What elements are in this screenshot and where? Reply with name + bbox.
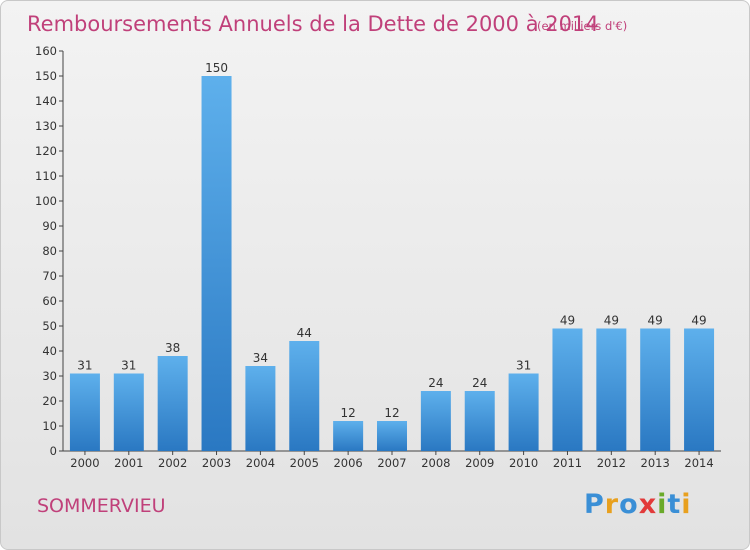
bar-value-label: 49 — [691, 314, 706, 328]
y-tick-label: 150 — [35, 69, 57, 83]
logo-letter: i — [681, 489, 692, 520]
bar-value-label: 150 — [205, 61, 228, 75]
x-tick-label: 2014 — [684, 456, 713, 470]
y-tick-label: 110 — [35, 169, 57, 183]
bar-value-label: 12 — [340, 406, 355, 420]
y-tick-label: 10 — [42, 419, 57, 433]
bar — [552, 328, 583, 451]
bar — [684, 328, 715, 451]
bar-value-label: 49 — [604, 314, 619, 328]
bar — [245, 366, 276, 451]
x-tick-label: 2003 — [202, 456, 231, 470]
bar-value-label: 31 — [121, 359, 136, 373]
chart-subtitle: (en milliers d'€) — [537, 19, 627, 33]
x-tick-label: 2010 — [509, 456, 538, 470]
y-tick-label: 60 — [42, 294, 57, 308]
bar-value-label: 31 — [516, 359, 531, 373]
bar-value-label: 31 — [77, 359, 92, 373]
bar — [420, 391, 451, 451]
bar — [333, 421, 364, 451]
y-tick-label: 0 — [50, 444, 57, 458]
bar — [157, 356, 188, 451]
bar — [640, 328, 671, 451]
bar — [113, 373, 144, 451]
y-tick-label: 50 — [42, 319, 57, 333]
commune-name: SOMMERVIEU — [37, 495, 166, 517]
x-tick-label: 2013 — [641, 456, 670, 470]
x-ticks: 2000 2001 2002 2003 2004 2005 2006 2007 2008 2009… — [70, 451, 714, 470]
bar — [596, 328, 627, 451]
y-tick-label: 40 — [42, 344, 57, 358]
bar-value-label: 49 — [648, 314, 663, 328]
y-tick-label: 140 — [35, 94, 57, 108]
y-tick-label: 80 — [42, 244, 57, 258]
x-tick-label: 2006 — [333, 456, 362, 470]
bar — [69, 373, 100, 451]
y-tick-label: 70 — [42, 269, 57, 283]
bar-value-label: 34 — [253, 351, 268, 365]
bar — [377, 421, 407, 451]
y-tick-label: 30 — [42, 369, 57, 383]
x-tick-label: 2009 — [465, 456, 494, 470]
x-tick-label: 2005 — [290, 456, 319, 470]
logo-letter: i — [657, 489, 668, 520]
logo-letter: o — [619, 489, 639, 520]
logo-letter: x — [638, 489, 658, 520]
y-tick-label: 20 — [42, 394, 57, 408]
bar — [289, 341, 320, 451]
bar — [508, 373, 539, 451]
y-tick-label: 100 — [35, 194, 57, 208]
y-tick-label: 160 — [35, 44, 57, 58]
bar-value-label: 12 — [384, 406, 399, 420]
x-tick-label: 2001 — [114, 456, 143, 470]
logo-letter: P — [584, 489, 605, 520]
chart-title: Remboursements Annuels de la Dette de 20… — [27, 12, 599, 36]
y-tick-label: 120 — [35, 144, 57, 158]
logo-letter: r — [604, 489, 620, 520]
proxiti-logo[interactable]: Proxiti — [584, 489, 692, 520]
bar-value-label: 38 — [165, 341, 180, 355]
bar — [201, 76, 232, 451]
x-tick-label: 2011 — [553, 456, 582, 470]
bar-value-label: 24 — [472, 376, 487, 390]
x-tick-label: 2000 — [70, 456, 99, 470]
y-ticks: 0 10 20 30 40 50 60 70 80 90 100 110 120 130 140 150 160 — [35, 44, 63, 458]
logo-letter: t — [667, 489, 682, 520]
bars: 31 31 38 150 34 44 12 12 24 24 31 49 49 49 49 — [69, 61, 715, 451]
y-tick-label: 130 — [35, 119, 57, 133]
bar-value-label: 24 — [428, 376, 443, 390]
x-tick-label: 2008 — [421, 456, 450, 470]
y-tick-label: 90 — [42, 219, 57, 233]
x-tick-label: 2004 — [246, 456, 275, 470]
x-tick-label: 2002 — [158, 456, 187, 470]
x-tick-label: 2007 — [377, 456, 406, 470]
bar-value-label: 44 — [297, 326, 312, 340]
bar-value-label: 49 — [560, 314, 575, 328]
bar — [464, 391, 495, 451]
x-tick-label: 2012 — [597, 456, 626, 470]
